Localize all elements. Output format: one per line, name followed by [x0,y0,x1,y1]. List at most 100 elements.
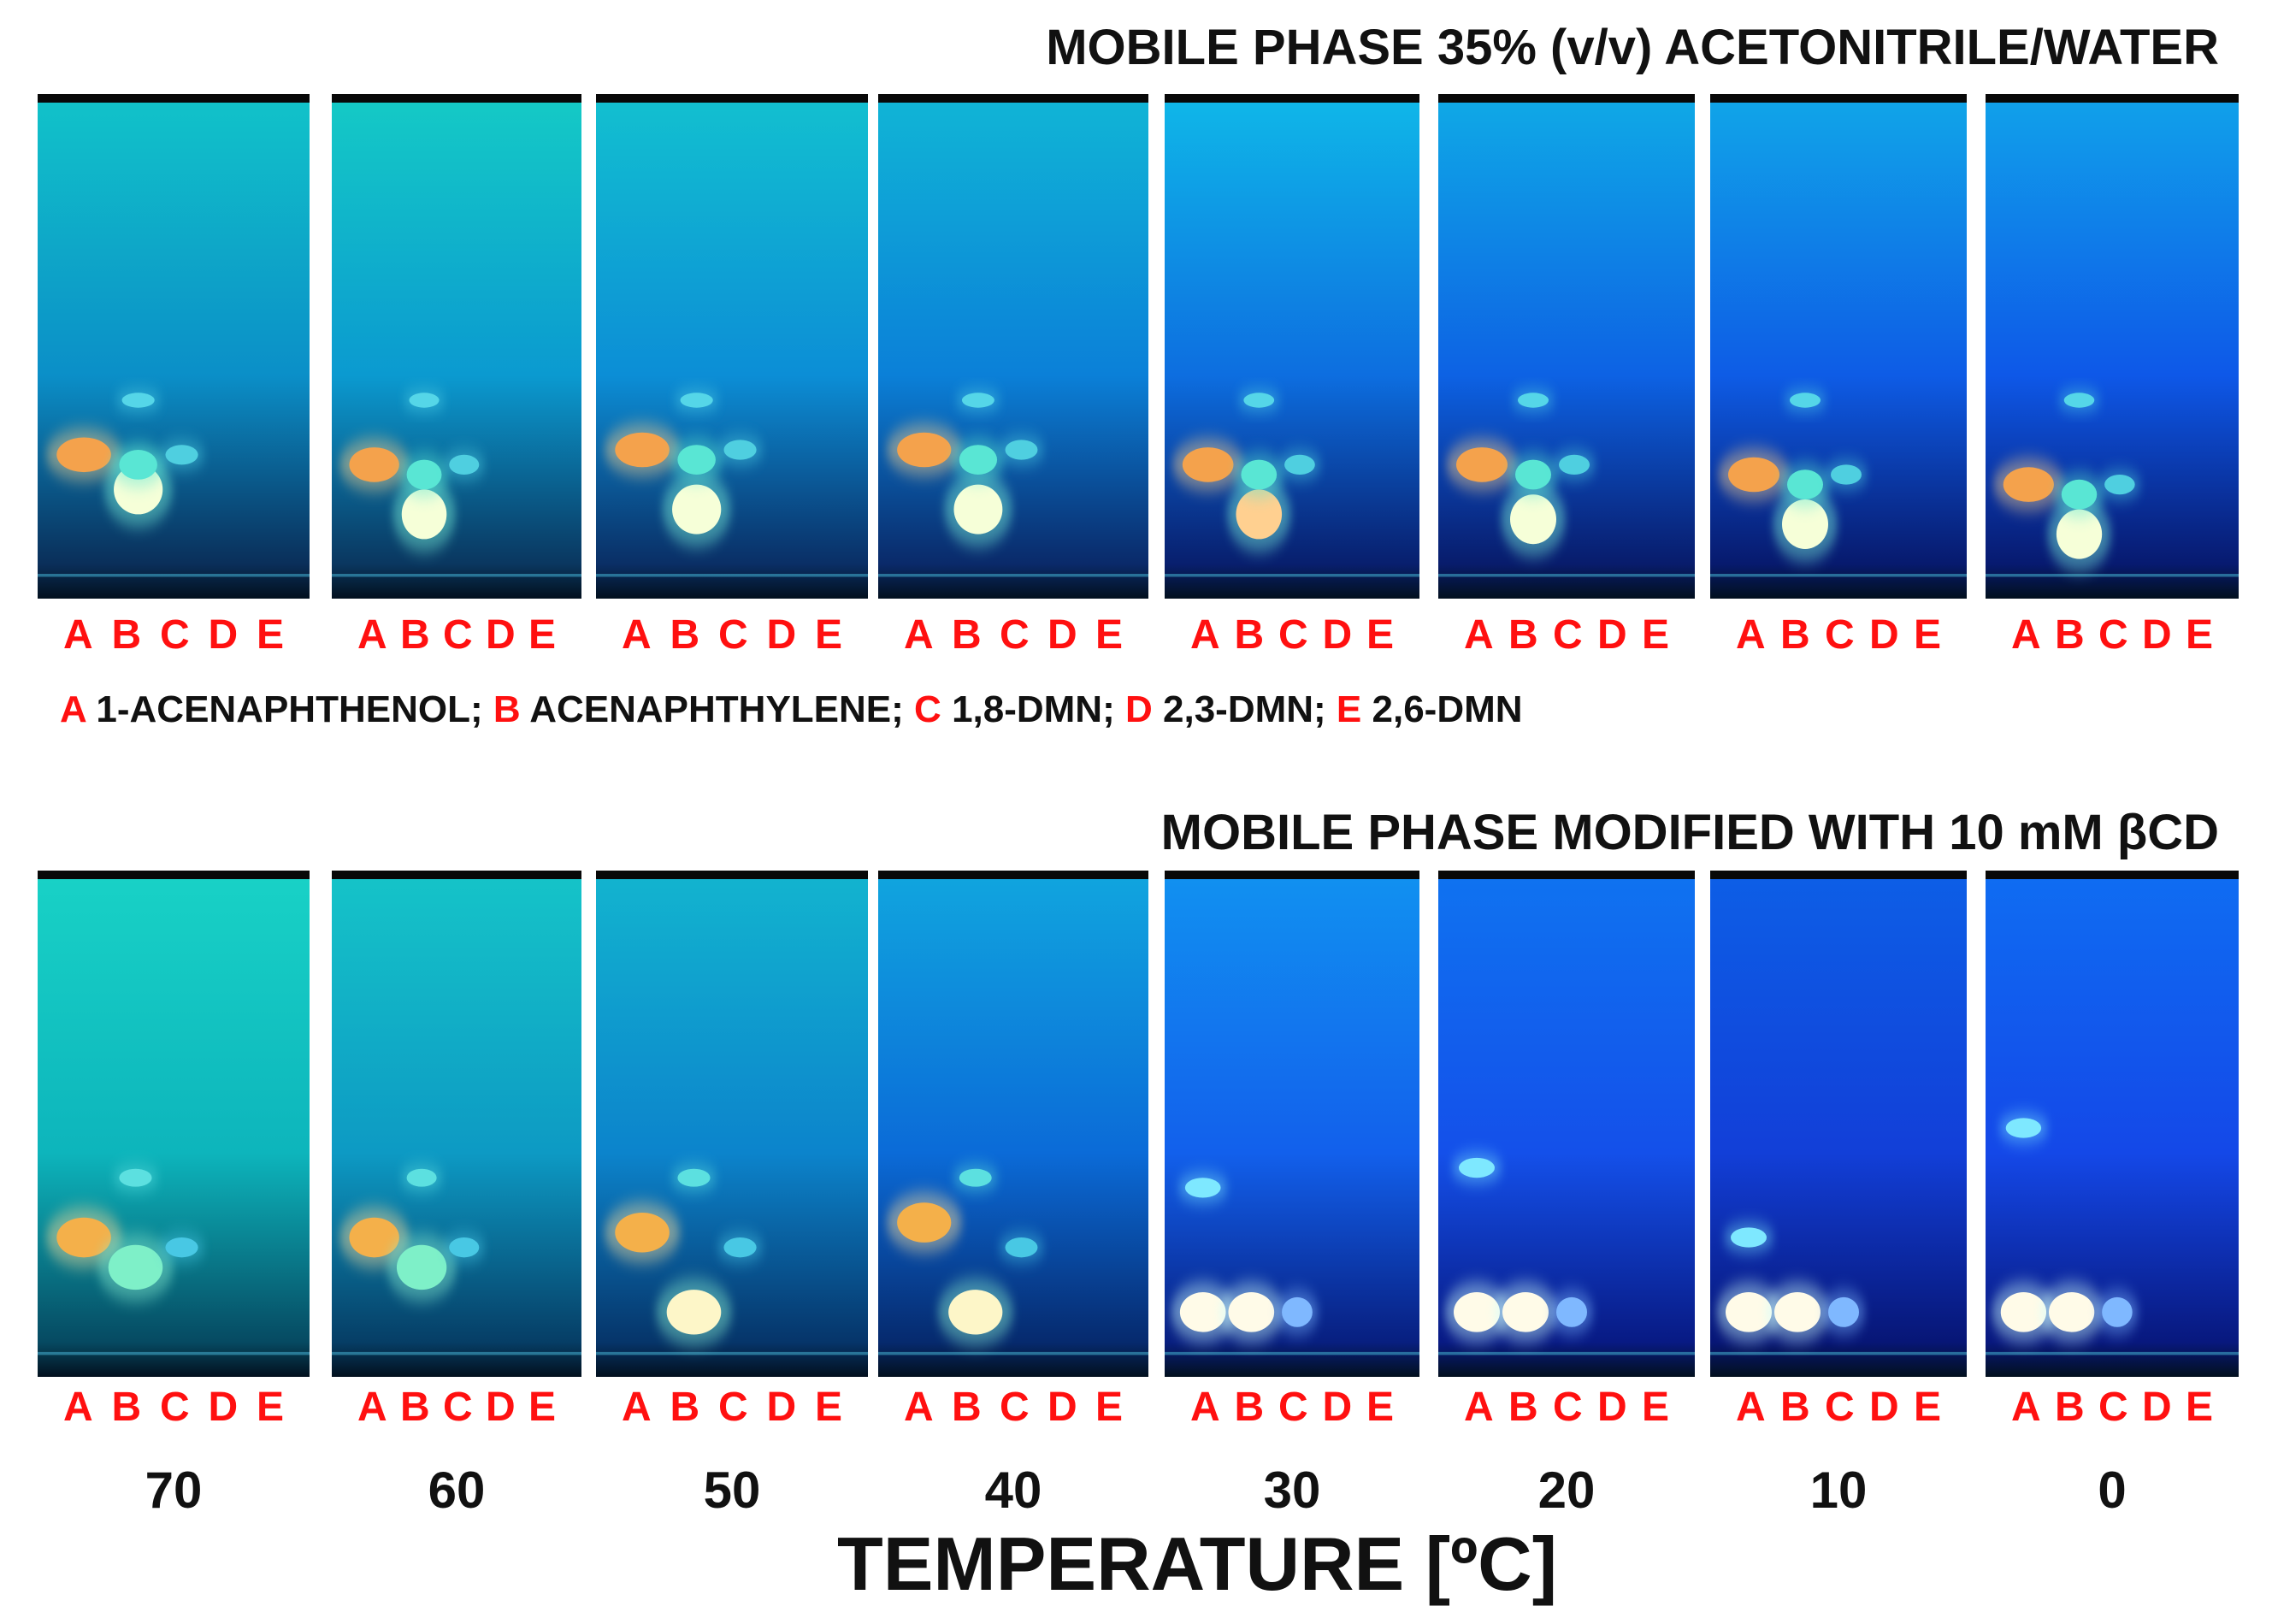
spot [959,1168,992,1187]
spot [2003,467,2054,502]
lane-letter: C [1552,1385,1583,1430]
lane-letter: D [1868,612,1899,658]
spot [2102,1296,2133,1327]
spot [1459,1157,1495,1178]
origin-line [1438,1351,1695,1355]
spot [1559,454,1590,475]
lane-letter: D [208,1385,239,1430]
spot [1228,1292,1275,1332]
spot [1454,1292,1500,1332]
lane-letter: D [1868,1385,1899,1430]
plate-background [596,879,868,1377]
plate-background [332,879,581,1377]
spot [1731,1227,1767,1248]
lane-letter: D [1596,1385,1627,1430]
origin-line [332,1351,581,1355]
spot [449,454,480,475]
spot [2005,1118,2042,1138]
lane-letter: E [1641,1385,1669,1430]
spot [615,432,670,468]
spot [2056,509,2103,559]
plate-background [332,103,581,599]
lane-letter: C [1278,612,1308,658]
tlc-plate-60 [332,94,581,599]
tlc-plate-0 [1986,94,2239,599]
spot [349,447,399,482]
lane-letter: B [111,1385,142,1430]
lane-letter: E [1366,1385,1394,1430]
temperature-label: 70 [145,1462,203,1519]
lane-letter: C [999,612,1030,658]
spot [119,1168,152,1187]
lane-letter: B [670,612,700,658]
plate-image [1986,879,2239,1377]
lane-letter: A [1464,1385,1494,1430]
spot [406,1168,437,1187]
spot [1831,464,1862,485]
tlc-plate-40 [878,871,1148,1377]
lane-letter: C [1552,612,1583,658]
spot [2000,1292,2047,1332]
lane-letter: C [159,1385,190,1430]
spot [406,459,442,490]
spot [677,1168,711,1187]
lane-letter: A [904,1385,934,1430]
spot [396,1244,447,1290]
spot [2104,475,2135,495]
plate-image [1710,103,1967,599]
spot [56,437,111,473]
spot [401,489,447,540]
lane-letter: D [1047,612,1077,658]
spot [1502,1292,1549,1332]
lane-letter: B [2054,1385,2085,1430]
temperature-label: 10 [1809,1462,1868,1519]
lane-letter: D [485,612,516,658]
lane-letter: A [904,612,934,658]
tlc-plate-50 [596,871,868,1377]
tlc-plate-50 [596,94,868,599]
origin-line [1710,1351,1967,1355]
lane-letter: B [399,612,430,658]
plate-background [1986,103,2239,599]
spot [666,1290,722,1335]
lane-letter: E [528,612,556,658]
temperature-axis-title: TEMPERATURE [ºC] [836,1521,1557,1606]
temperature-label: 60 [428,1462,486,1519]
spot [723,1237,757,1258]
legend-key: D [1124,688,1153,730]
plate-image [1986,103,2239,599]
plate-image [1438,103,1695,599]
lane-letter: B [1234,1385,1265,1430]
temperature-label: 20 [1537,1462,1596,1519]
plate-background [878,103,1148,599]
lane-letter: B [1508,612,1538,658]
lane-letter: A [357,1385,387,1430]
lane-letter: E [814,1385,842,1430]
lane-letter: B [1779,612,1810,658]
tlc-plate-70 [38,871,310,1377]
lane-letter: D [766,1385,797,1430]
lane-letter: C [2098,1385,2128,1430]
plate-image [38,879,310,1377]
spot [959,445,998,475]
top-panel-title: MOBILE PHASE 35% (v/v) ACETONITRILE/WATE… [1046,20,2219,75]
legend-key: B [493,688,521,730]
spot [1787,469,1823,499]
spot [672,484,722,534]
spot [1184,1178,1221,1198]
plate-image [332,103,581,599]
origin-line [1986,574,2239,577]
spot [1726,1292,1772,1332]
lane-letter: A [622,1385,652,1430]
plate-background [878,879,1148,1377]
lane-letter: C [999,1385,1030,1430]
spot [1518,393,1549,408]
origin-line [878,574,1148,577]
plate-image [1165,103,1419,599]
spot [1790,393,1821,408]
spot [1179,1292,1226,1332]
